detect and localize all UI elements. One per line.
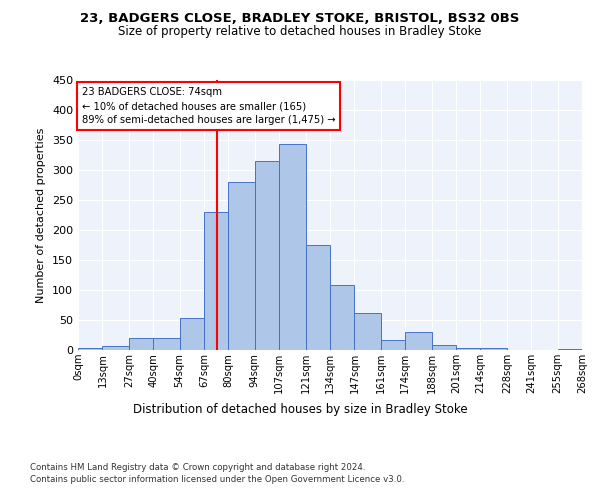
Text: Size of property relative to detached houses in Bradley Stoke: Size of property relative to detached ho…: [118, 25, 482, 38]
Text: 23, BADGERS CLOSE, BRADLEY STOKE, BRISTOL, BS32 0BS: 23, BADGERS CLOSE, BRADLEY STOKE, BRISTO…: [80, 12, 520, 26]
Bar: [78, 348, 103, 350]
Bar: [431, 345, 456, 350]
Bar: [481, 348, 507, 350]
Bar: [405, 332, 431, 350]
Bar: [355, 313, 381, 350]
Bar: [153, 338, 179, 350]
Text: Contains public sector information licensed under the Open Government Licence v3: Contains public sector information licen…: [30, 475, 404, 484]
Bar: [179, 318, 204, 350]
Bar: [381, 340, 405, 350]
Bar: [129, 338, 153, 350]
Bar: [103, 346, 129, 350]
Bar: [204, 212, 229, 350]
Bar: [279, 144, 305, 350]
Text: Distribution of detached houses by size in Bradley Stoke: Distribution of detached houses by size …: [133, 402, 467, 415]
Bar: [456, 348, 481, 350]
Bar: [229, 182, 255, 350]
Bar: [305, 245, 330, 350]
Y-axis label: Number of detached properties: Number of detached properties: [37, 128, 46, 302]
Bar: [255, 161, 279, 350]
Text: 23 BADGERS CLOSE: 74sqm
← 10% of detached houses are smaller (165)
89% of semi-d: 23 BADGERS CLOSE: 74sqm ← 10% of detache…: [82, 87, 335, 125]
Text: Contains HM Land Registry data © Crown copyright and database right 2024.: Contains HM Land Registry data © Crown c…: [30, 462, 365, 471]
Bar: [330, 285, 355, 350]
Bar: [557, 349, 582, 350]
